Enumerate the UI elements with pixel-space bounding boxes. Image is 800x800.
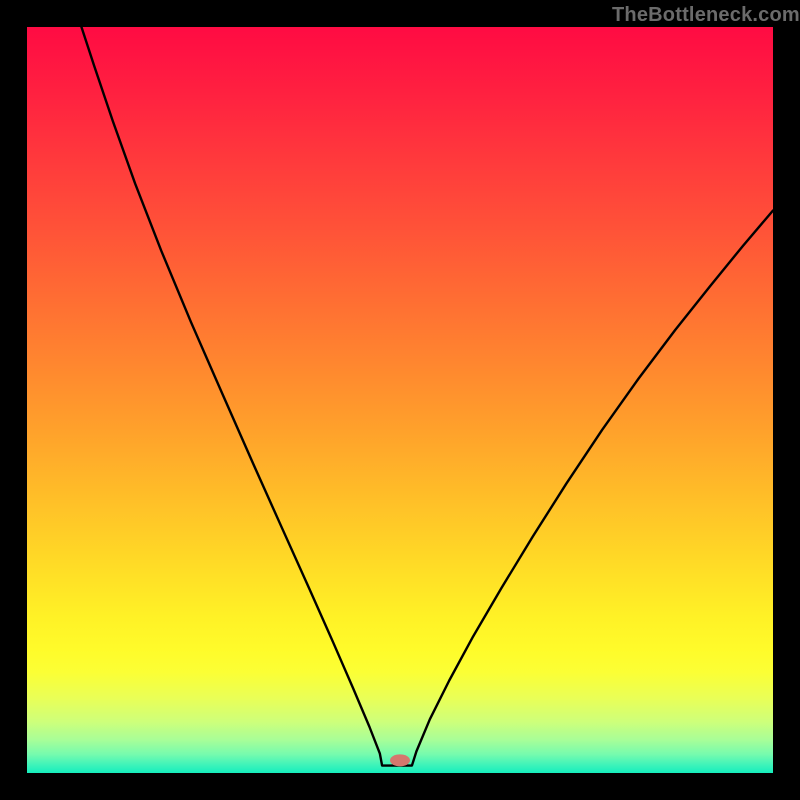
watermark-text: TheBottleneck.com: [612, 4, 800, 27]
bottleneck-curve: [81, 27, 773, 766]
plot-area: [27, 27, 773, 773]
chart-svg: [27, 27, 773, 773]
optimal-point-marker: [390, 754, 410, 766]
